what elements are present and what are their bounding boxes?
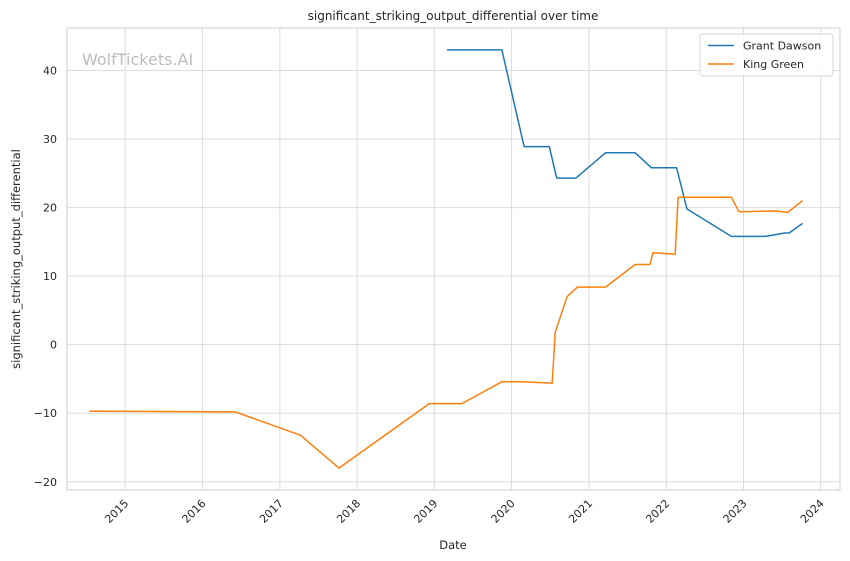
y-tick-label: 40 [43, 64, 57, 77]
y-tick-label: 0 [50, 339, 57, 352]
y-axis-label: significant_striking_output_differential [9, 149, 23, 369]
legend: Grant Dawson King Green [699, 33, 834, 77]
y-tick-label: 10 [43, 270, 57, 283]
legend-label-king-green: King Green [743, 58, 804, 71]
y-tick-label: −10 [34, 407, 57, 420]
y-tick-label: 20 [43, 202, 57, 215]
y-tick-label: 30 [43, 133, 57, 146]
plot-frame [66, 27, 841, 491]
watermark-text: WolfTickets.AI [82, 50, 193, 69]
legend-box [699, 33, 834, 77]
chart-title: significant_striking_output_differential… [308, 9, 599, 23]
series-line-grant-dawson [447, 49, 803, 238]
series-line-king-green [89, 196, 803, 469]
series-lines [89, 49, 803, 469]
y-tick-label: −20 [34, 476, 57, 489]
grid [67, 28, 840, 490]
legend-label-grant-dawson: Grant Dawson [743, 40, 821, 53]
x-axis-label: Date [439, 538, 467, 552]
